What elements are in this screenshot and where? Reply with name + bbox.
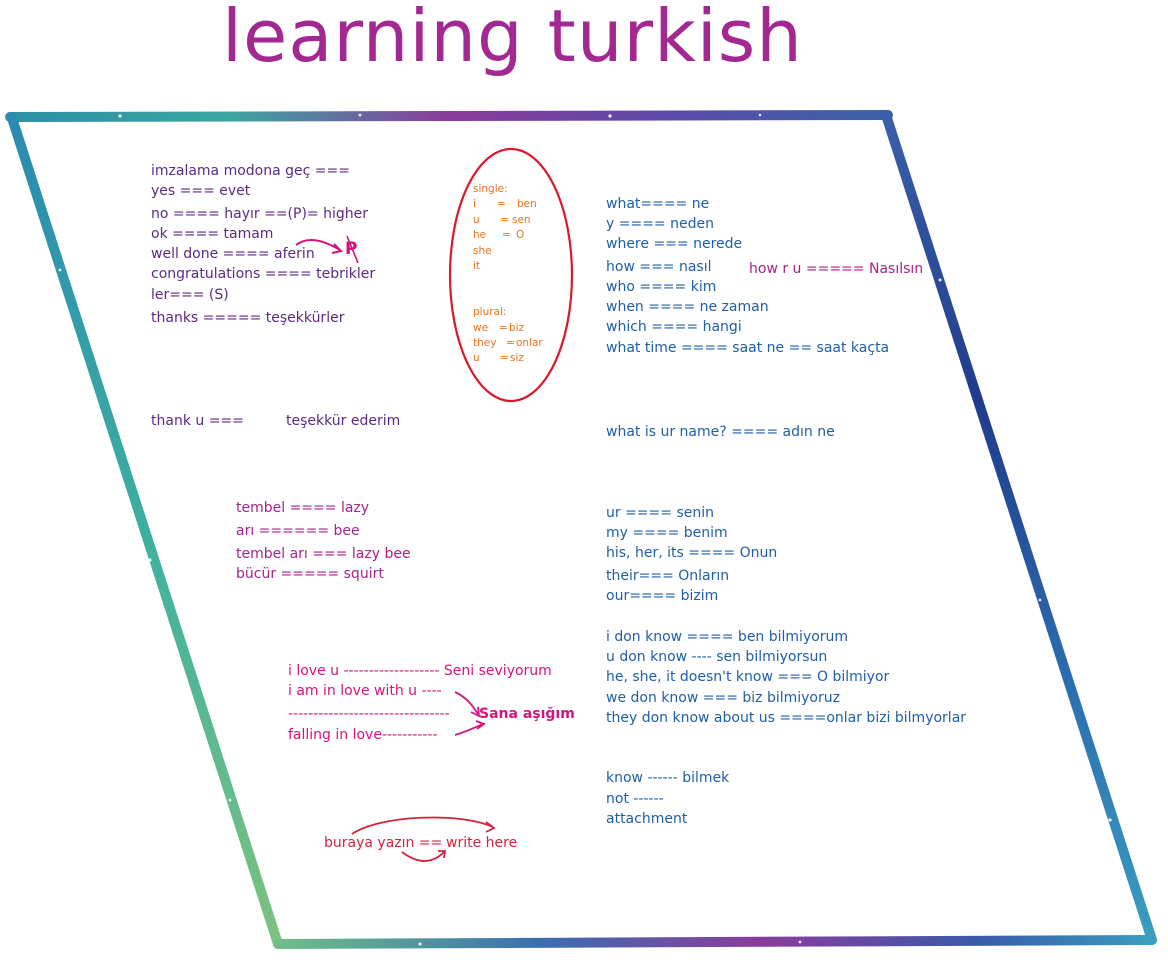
note-not: not ------ [606,791,664,807]
love-dashes: -------------------------------- [288,706,450,722]
love-in-love: i am in love with u ---- [288,683,442,699]
pronoun-u: u [473,214,480,226]
write-here-right: write here [446,835,518,851]
dont-know-i: i don know ==== ben bilmiyorum [606,629,849,645]
question-who: who ==== kim [606,279,717,295]
note-thank-u-right: teşekkür ederim [286,413,401,429]
pronoun-we-eq: = [499,322,508,334]
note-tembel: tembel ==== lazy [236,500,370,516]
pronoun-she: she [473,245,492,257]
possessive-our: our==== bizim [606,588,719,604]
question-where: where === nerede [606,236,743,252]
question-how: how === nasıl [606,259,712,275]
frame-top-edge [5,110,893,122]
frame-right-edge [881,110,1157,945]
question-what-time: what time ==== saat ne == saat kaçta [606,340,890,356]
pronoun-we: we [473,322,489,334]
love-arrow-top [454,691,479,715]
question-name: what is ur name? ==== adın ne [606,424,835,440]
dont-know-u: u don know ---- sen bilmiyorsun [606,649,828,665]
question-what: what==== ne [606,196,710,212]
pronoun-i: i [473,198,476,210]
pronoun-siz: siz [510,352,524,364]
plural-label: plural: [473,306,507,318]
note-ok: ok ==== tamam [151,226,274,242]
write-here-arrow-top [351,816,494,835]
pronoun-u-eq: = [500,214,509,226]
note-no: no ==== hayır ==(P)= higher [151,206,368,222]
question-when: when ==== ne zaman [606,299,769,315]
pronoun-u-plural-eq: = [500,352,509,364]
pronoun-i-eq: = [497,198,506,210]
dont-know-he: he, she, it doesn't know === O bilmiyor [606,669,890,685]
note-thanks: thanks ===== teşekkürler [151,310,345,326]
note-ari: arı ====== bee [236,523,360,539]
dont-know-we: we don know === biz bilmiyoruz [606,690,840,706]
possessive-ur: ur ==== senin [606,505,714,521]
page-title: learning turkish [222,0,803,78]
note-know: know ------ bilmek [606,770,730,786]
pronoun-ben: ben [517,198,537,210]
frame-bottom-edge [273,935,1157,949]
write-here-left: buraya yazın == [324,835,443,851]
dont-know-they: they don know about us ====onlar bizi bi… [606,710,967,726]
pronoun-it: it [473,260,481,272]
question-why: y ==== neden [606,216,714,232]
pronoun-o: O [516,229,525,241]
write-here-arrow-bottom [401,851,445,862]
p-mark: P [345,239,358,259]
love-falling: falling in love----------- [288,727,438,743]
question-which: which ==== hangi [606,319,742,335]
pronoun-he-eq: = [502,229,511,241]
note-congratulations: congratulations ==== tebrikler [151,266,376,282]
single-label: single: [473,183,508,195]
pronoun-sen: sen [512,214,531,226]
frame-left-edge [7,113,283,949]
note-tembel-ari: tembel arı === lazy bee [236,546,411,562]
note-ler: ler=== (S) [151,287,229,303]
pronoun-they-eq: = [506,337,515,349]
pronoun-biz: biz [509,322,525,334]
love-sana-asigim: Sana aşığım [479,706,575,722]
love-arrow-bottom [454,723,484,736]
pronoun-they: they [473,337,497,349]
possessive-his: his, her, its ==== Onun [606,545,778,561]
note-yes: yes === evet [151,183,251,199]
note-sign-mode: imzalama modona geç === [151,163,350,179]
note-how-r-u: how r u ===== Nasılsın [749,261,924,277]
pronoun-oval [448,147,574,403]
note-well-done: well done ==== aferin [151,246,315,262]
note-thank-u-left: thank u === [151,413,244,429]
pronoun-he: he [473,229,487,241]
pronoun-onlar: onlar [516,337,543,349]
note-attachment: attachment [606,811,688,827]
glitter-sparkles [58,113,1112,946]
love-i-love-u: i love u ------------------- Seni seviyo… [288,663,552,679]
note-bucur: bücür ===== squirt [236,566,384,582]
possessive-their: their=== Onların [606,568,730,584]
pronoun-u-plural: u [473,352,480,364]
possessive-my: my ==== benim [606,525,728,541]
